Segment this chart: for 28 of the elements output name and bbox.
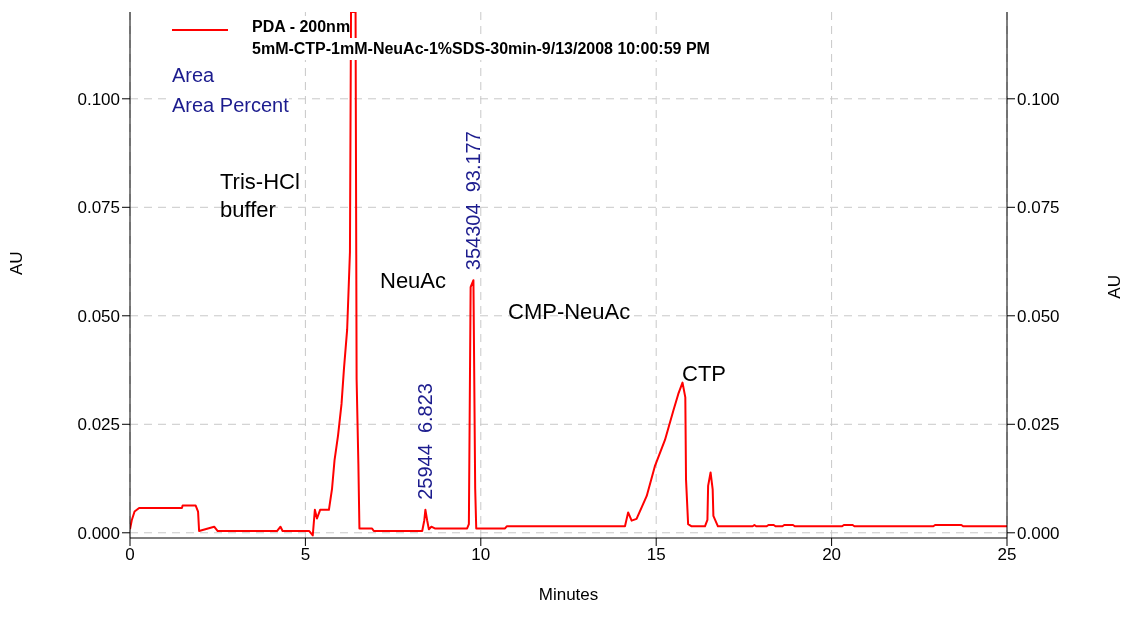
x-tick-label: 0 [125, 545, 135, 565]
x-tick-label: 15 [646, 545, 666, 565]
annotation: NeuAc [380, 267, 447, 295]
x-tick-label: 10 [471, 545, 491, 565]
y2-tick-label: 0.025 [1017, 415, 1060, 435]
y-tick-label: 0.075 [77, 198, 120, 218]
y-tick-label: 0.025 [77, 415, 120, 435]
annotation: Area [172, 60, 215, 90]
y-axis-title: AU [7, 251, 27, 275]
y-tick-label: 0.000 [77, 523, 120, 543]
annotation: CTP [682, 360, 726, 388]
y2-tick-label: 0.075 [1017, 198, 1060, 218]
annotation: 25944 6.823 [414, 383, 437, 500]
y2-tick-label: 0.100 [1017, 89, 1060, 109]
annotation: CMP-NeuAc [508, 298, 631, 326]
x-tick-label: 20 [822, 545, 842, 565]
y-tick-label: 0.050 [77, 306, 120, 326]
x-axis-title: Minutes [538, 585, 599, 604]
x-tick-label: 5 [300, 545, 311, 565]
x-tick-label: 25 [997, 545, 1017, 565]
annotation: Area Percent [172, 90, 289, 120]
legend-label: PDA - 200nm 5mM-CTP-1mM-NeuAc-1%SDS-30min-9/13/2008 10:00:59 PM [252, 17, 710, 59]
annotation: Tris-HCl buffer [220, 168, 300, 224]
y2-tick-label: 0.000 [1017, 523, 1060, 543]
y2-tick-label: 0.050 [1017, 306, 1060, 326]
y2-axis-title: AU [1105, 275, 1125, 299]
annotation: 354304 93.177 [462, 131, 485, 271]
y-tick-label: 0.100 [77, 89, 120, 109]
